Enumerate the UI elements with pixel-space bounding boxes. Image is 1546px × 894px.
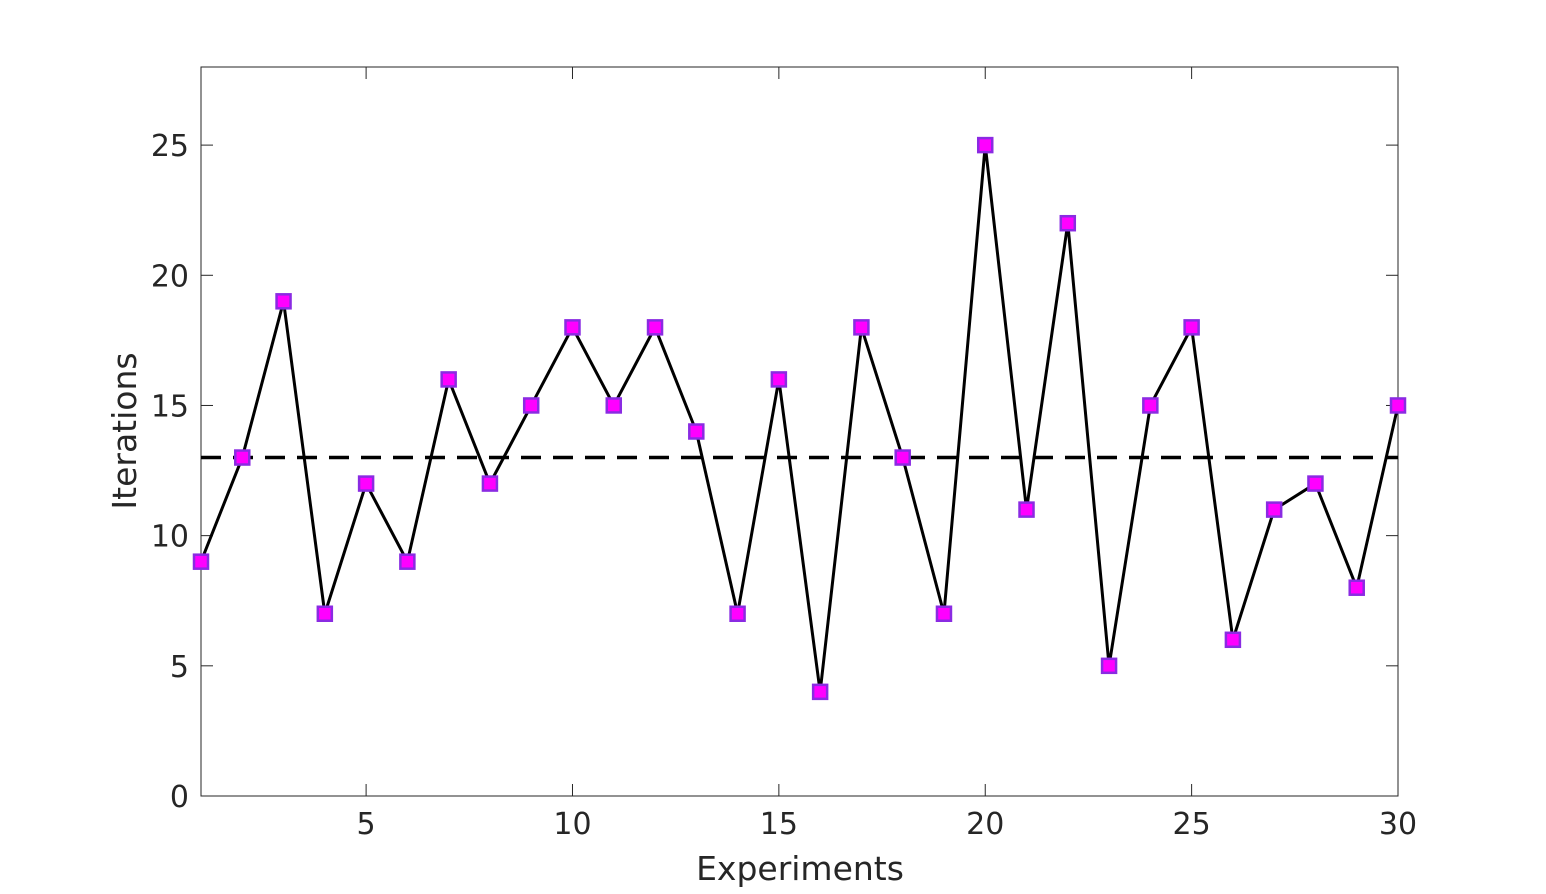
data-point [481,475,499,492]
data-point [1142,397,1159,414]
data-point [1018,501,1035,518]
series [192,136,1407,701]
x-tick-label: 25 [1173,807,1211,842]
x-tick-label: 5 [357,807,376,842]
x-tick-label: 30 [1379,807,1417,842]
data-point [1183,319,1200,336]
data-point [440,371,457,388]
tick-labels: 5 10 15 20 25 30 0 5 10 15 20 25 [151,129,1417,842]
x-axis-label: Experiments [696,849,904,888]
data-point [688,423,705,440]
y-tick-label: 10 [151,520,189,555]
data-point [1224,631,1242,649]
series-line [199,143,1400,694]
data-point [192,553,210,570]
data-point [1348,579,1365,596]
data-point [935,605,953,622]
data-point [811,683,829,701]
y-tick-label: 0 [170,780,189,815]
data-point [976,136,994,154]
data-point [316,605,334,622]
x-tick-label: 15 [760,807,798,842]
data-point [1059,214,1077,232]
data-point [234,449,251,466]
data-point [853,319,870,336]
data-point [522,397,540,414]
data-point [275,293,292,310]
data-point [357,475,375,492]
y-tick-label: 25 [151,129,189,164]
data-point [399,553,416,570]
data-point [1389,397,1407,414]
y-tick-label: 15 [151,389,189,424]
data-point [646,319,664,336]
data-point [605,397,623,414]
axis-ticks [201,67,1399,797]
data-point [564,319,581,336]
data-point [894,449,911,466]
data-point [770,371,788,388]
plot-area [200,66,1399,797]
data-point [1265,501,1283,518]
y-tick-label: 20 [151,259,189,294]
data-point [1307,475,1324,492]
data-point [729,605,746,622]
x-tick-label: 20 [966,807,1004,842]
y-axis-label: Iterations [105,352,144,509]
x-tick-label: 10 [553,807,591,842]
data-point [1100,657,1118,675]
y-tick-label: 5 [170,650,189,685]
